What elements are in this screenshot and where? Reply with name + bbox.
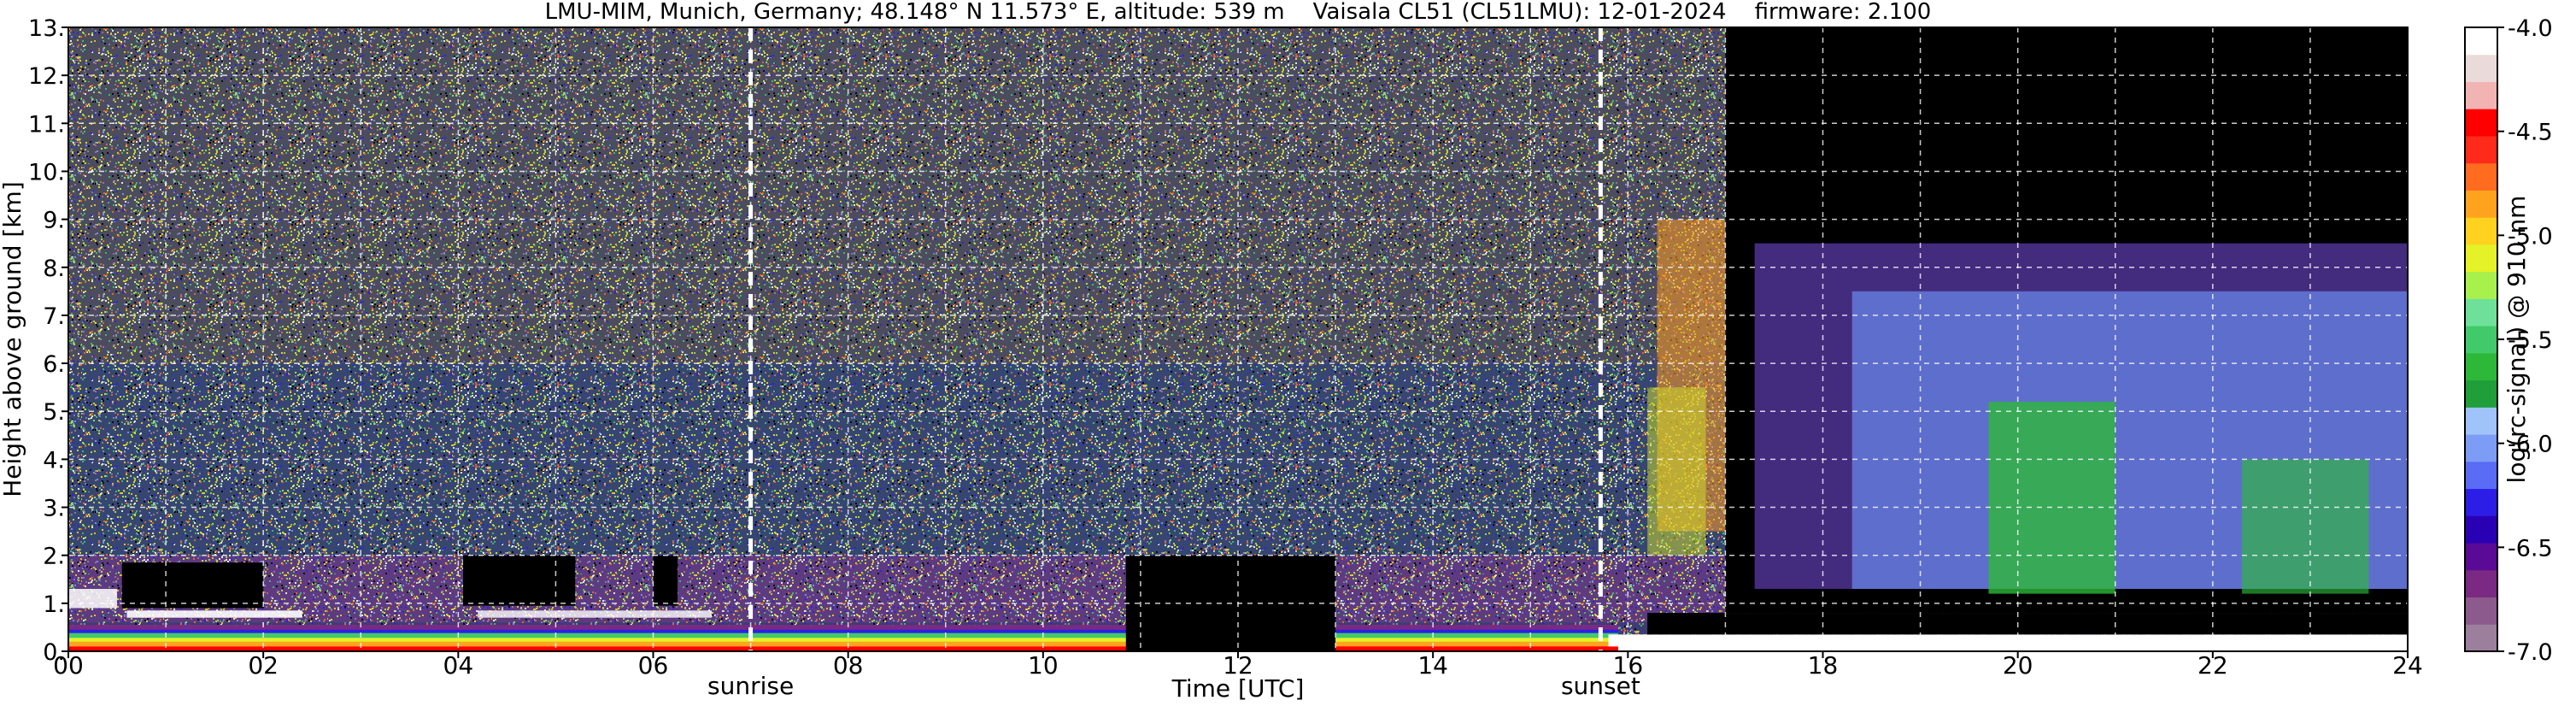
x-axis-label: Time [UTC]	[1171, 674, 1305, 703]
colorbar-swatch-13	[2465, 271, 2497, 299]
cloud-low-b	[126, 610, 302, 618]
cloud-low-c	[478, 610, 712, 618]
colorbar-tick-label: -6.5	[2508, 535, 2553, 562]
colorbar-swatch-19	[2465, 109, 2497, 137]
colorbar	[2464, 26, 2498, 652]
colorbar-swatch-4	[2465, 515, 2497, 544]
y-tick-label: 8.	[43, 256, 65, 282]
colorbar-ticks: -4.0 -4.5 -5.0 -5.5 -6.0 -6.5 -7.0	[2497, 15, 2553, 666]
x-tick-label: 06	[638, 651, 669, 680]
chart-title: LMU-MIM, Munich, Germany; 48.148° N 11.5…	[545, 0, 1932, 25]
y-tick-label: 11.	[28, 111, 65, 138]
colorbar-tick-label: -5.5	[2508, 327, 2553, 354]
x-tick-label: 10	[1028, 651, 1059, 680]
plot-area	[68, 27, 2408, 651]
y-tick-label: 6.	[43, 351, 65, 378]
gap-b	[463, 555, 576, 606]
x-tick-label: 00	[53, 651, 84, 680]
colorbar-swatch-3	[2465, 543, 2497, 571]
annotation-labels: sunrise sunset	[707, 672, 1640, 700]
colorbar-swatch-8	[2465, 407, 2497, 435]
gap-c	[653, 555, 678, 606]
plume-green-b	[2242, 459, 2369, 594]
x-tick-label: 04	[443, 651, 474, 680]
colorbar-swatch-1	[2465, 597, 2497, 625]
y-axis-ticks: 0. 1. 2. 3. 4. 5. 6. 7. 8. 9. 10. 11. 12. 13.	[28, 15, 68, 666]
x-tick-label: 18	[1808, 651, 1839, 680]
colorbar-swatch-10	[2465, 352, 2497, 381]
colorbar-label: log(rc-signal) @ 910 nm	[2503, 196, 2531, 484]
annotation-label-sunrise: sunrise	[707, 672, 794, 700]
y-tick-label: 13.	[28, 15, 65, 42]
cloud-low-a	[68, 589, 118, 609]
y-tick-label: 10.	[28, 159, 65, 185]
colorbar-swatch-2	[2465, 569, 2497, 598]
colorbar-swatch-21	[2465, 54, 2497, 82]
colorbar-swatch-17	[2465, 162, 2497, 191]
y-tick-label: 1.	[43, 591, 65, 618]
y-tick-label: 2.	[43, 544, 65, 570]
plume-yellow	[1647, 387, 1706, 556]
y-tick-label: 9.	[43, 208, 65, 234]
feature-layer	[68, 27, 2408, 651]
x-tick-label: 14	[1417, 651, 1448, 680]
colorbar-tick-label: -4.0	[2508, 15, 2553, 42]
colorbar-swatch-7	[2465, 434, 2497, 462]
colorbar-swatch-15	[2465, 217, 2497, 245]
x-tick-label: 02	[248, 651, 279, 680]
x-tick-label: 24	[2392, 651, 2423, 680]
surface-red-band	[1335, 646, 1618, 651]
colorbar-swatch-22	[2465, 27, 2497, 56]
x-axis-ticks: 00 02 04 06 08 10 12 14 16 18 20 22 24	[53, 651, 2423, 680]
surface-white-band	[1608, 634, 2408, 651]
colorbar-swatch-14	[2465, 244, 2497, 273]
sun-markers	[748, 27, 1603, 651]
x-tick-label: 12	[1223, 651, 1253, 680]
x-tick-label: 20	[2003, 651, 2033, 680]
y-tick-label: 12.	[28, 63, 65, 90]
boundary-layer-band-5	[68, 646, 1618, 651]
colorbar-swatch-11	[2465, 326, 2497, 354]
annotation-label-sunset: sunset	[1561, 672, 1640, 700]
colorbar-tick-label: -5.0	[2508, 223, 2553, 250]
no-data-night	[1647, 613, 2408, 635]
colorbar-swatch-18	[2465, 135, 2497, 164]
colorbar-swatch-12	[2465, 298, 2497, 327]
y-axis-label: Height above ground [km]	[0, 181, 26, 497]
colorbar-swatch-0	[2465, 624, 2497, 652]
colorbar-tick-label: -7.0	[2508, 639, 2553, 666]
x-tick-label: 08	[833, 651, 864, 680]
x-tick-label: 16	[1613, 651, 1644, 680]
colorbar-swatch-16	[2465, 190, 2497, 218]
y-tick-label: 3.	[43, 496, 65, 522]
plume-green-a	[1988, 402, 2115, 594]
colorbar-swatch-9	[2465, 379, 2497, 408]
colorbar-swatch-5	[2465, 488, 2497, 516]
y-tick-label: 5.	[43, 399, 65, 426]
colorbar-swatch-6	[2465, 461, 2497, 490]
y-tick-label: 0.	[43, 639, 65, 666]
colorbar-tick-label: -6.0	[2508, 432, 2553, 458]
x-tick-label: 22	[2198, 651, 2228, 680]
grid-lines	[68, 27, 2408, 651]
colorbar-tick-label: -4.5	[2508, 120, 2553, 146]
y-tick-label: 7.	[43, 303, 65, 330]
gap-a	[121, 562, 264, 609]
colorbar-swatch-20	[2465, 81, 2497, 109]
y-tick-label: 4.	[43, 447, 65, 474]
